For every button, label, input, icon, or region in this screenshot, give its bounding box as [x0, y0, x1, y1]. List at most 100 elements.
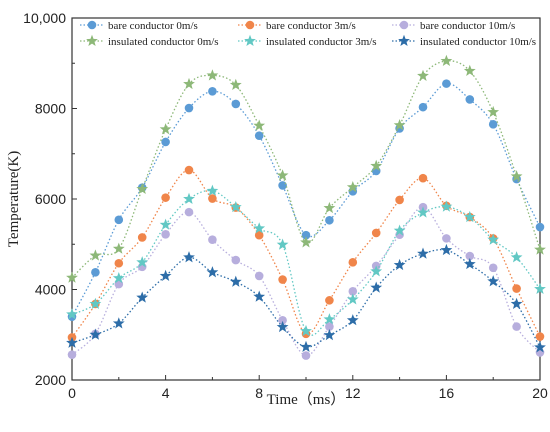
- legend-label: insulated conductor 0m/s: [108, 36, 219, 48]
- data-point: [463, 64, 476, 76]
- data-point: [89, 328, 102, 340]
- data-point: [137, 233, 147, 242]
- data-point: [301, 230, 311, 240]
- x-axis-title: Time（ms）: [267, 391, 346, 408]
- data-point: [114, 258, 124, 268]
- legend-marker: [398, 34, 410, 47]
- data-point: [488, 120, 498, 129]
- data-point: [278, 181, 287, 190]
- data-point: [206, 266, 219, 278]
- data-point: [417, 69, 429, 81]
- data-point: [276, 238, 289, 250]
- data-point: [465, 251, 475, 261]
- data-point: [534, 341, 546, 353]
- data-point: [300, 340, 312, 352]
- data-point: [229, 200, 242, 213]
- data-point: [370, 265, 383, 277]
- data-point: [300, 324, 312, 337]
- x-tick-label: 0: [68, 385, 76, 401]
- data-point: [323, 201, 336, 214]
- series-line: [71, 60, 541, 279]
- data-point: [161, 193, 170, 202]
- y-tick-label: 6000: [35, 191, 66, 207]
- data-point: [417, 206, 429, 218]
- legend-marker: [244, 34, 256, 47]
- data-point: [254, 131, 264, 140]
- data-point: [370, 159, 383, 171]
- data-point: [253, 290, 266, 302]
- y-tick-label: 2000: [35, 372, 66, 388]
- data-point: [512, 322, 521, 331]
- data-point: [231, 255, 241, 265]
- x-tick-label: 8: [255, 385, 263, 401]
- data-point: [346, 314, 359, 326]
- x-tick-label: 16: [439, 385, 455, 401]
- data-point: [534, 282, 546, 295]
- data-point: [325, 296, 334, 305]
- data-point: [112, 317, 125, 329]
- data-point: [370, 281, 383, 293]
- data-point: [184, 165, 194, 175]
- legend-label: bare conductor 10m/s: [420, 20, 515, 32]
- data-point: [465, 95, 475, 104]
- data-point: [510, 170, 523, 182]
- legend-entry: bare conductor 0m/s: [80, 20, 198, 32]
- legend-marker: [245, 20, 255, 30]
- data-point: [512, 284, 521, 293]
- data-point: [184, 207, 194, 217]
- data-point: [442, 79, 451, 88]
- series-line: [71, 82, 541, 317]
- data-point: [301, 351, 311, 360]
- data-point: [159, 218, 172, 230]
- data-point: [487, 105, 500, 118]
- series-4: [66, 54, 546, 283]
- data-point: [206, 69, 219, 81]
- data-point: [159, 123, 172, 135]
- data-point: [112, 242, 125, 254]
- legend-marker: [87, 20, 97, 30]
- data-point: [254, 271, 264, 281]
- data-point: [208, 87, 217, 96]
- x-tick-label: 12: [345, 385, 361, 401]
- data-point: [346, 181, 359, 193]
- data-point: [208, 235, 217, 245]
- data-point: [183, 192, 195, 205]
- data-point: [229, 78, 242, 90]
- data-point: [208, 194, 217, 203]
- legend-marker: [399, 20, 409, 30]
- data-point: [440, 54, 453, 66]
- y-tick-label: 8000: [35, 101, 66, 117]
- data-point: [67, 350, 77, 359]
- legend-marker: [86, 34, 98, 47]
- data-point: [276, 169, 289, 181]
- data-point: [488, 263, 498, 273]
- data-point: [253, 222, 266, 234]
- legend: bare conductor 0m/s bare conductor 3m/s ba…: [80, 20, 536, 48]
- data-point: [112, 271, 125, 284]
- series-1: [67, 79, 545, 321]
- data-point: [348, 258, 358, 267]
- data-point: [371, 228, 381, 238]
- y-tick-label: 10,000: [23, 10, 66, 26]
- data-point: [510, 297, 523, 309]
- data-point: [254, 230, 264, 240]
- data-point: [136, 256, 149, 268]
- data-point: [159, 269, 172, 281]
- y-axis-title: Temperature(K): [6, 151, 22, 247]
- data-point: [229, 275, 242, 287]
- data-point: [183, 77, 195, 90]
- data-point: [393, 224, 406, 236]
- data-point: [184, 103, 194, 113]
- data-point: [418, 102, 428, 112]
- data-point: [395, 195, 404, 205]
- data-point: [231, 99, 241, 109]
- data-point: [136, 291, 149, 303]
- data-point: [300, 236, 312, 248]
- data-point: [440, 243, 453, 256]
- x-axis: 0 4 8 12 16 20: [68, 375, 548, 401]
- data-point: [325, 322, 334, 331]
- x-tick-label: 4: [162, 385, 170, 401]
- legend-entry: insulated conductor 0m/s: [80, 34, 219, 48]
- data-point: [393, 119, 406, 131]
